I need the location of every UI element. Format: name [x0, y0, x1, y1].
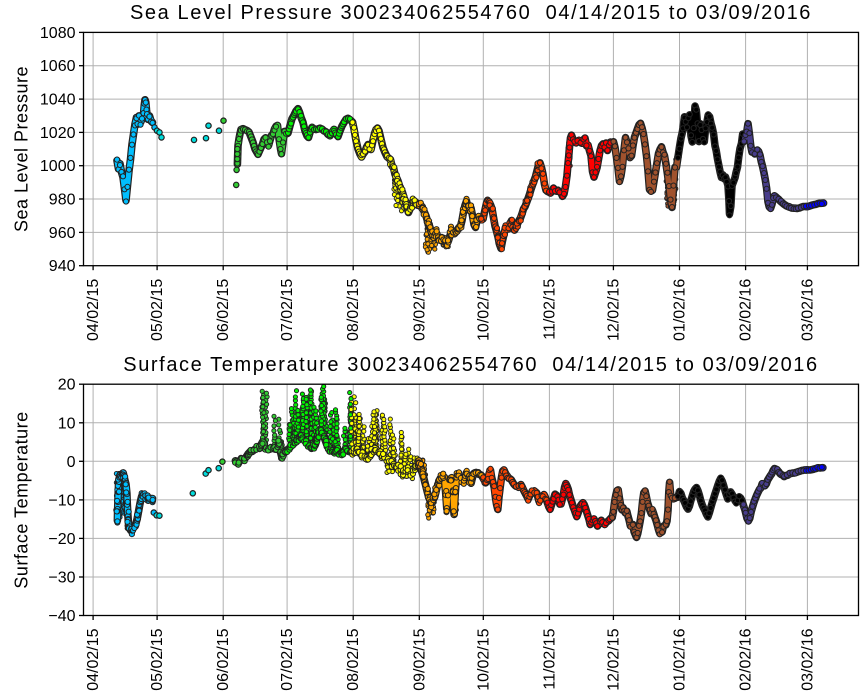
svg-text:10/02/15: 10/02/15 [475, 279, 492, 341]
svg-text:02/02/16: 02/02/16 [738, 279, 755, 341]
svg-text:10: 10 [58, 415, 76, 432]
svg-text:01/02/16: 01/02/16 [672, 628, 689, 690]
svg-text:1040: 1040 [40, 92, 76, 109]
svg-text:Sea Level Pressure 30023406255: Sea Level Pressure 300234062554760 04/14… [130, 2, 812, 24]
svg-text:940: 940 [49, 258, 76, 275]
svg-text:11/02/15: 11/02/15 [541, 279, 558, 340]
svg-text:Sea Level Pressure: Sea Level Pressure [12, 66, 32, 232]
svg-text:09/02/15: 09/02/15 [411, 628, 428, 690]
svg-text:10/02/15: 10/02/15 [475, 628, 492, 690]
svg-text:03/02/16: 03/02/16 [799, 628, 816, 690]
svg-text:12/02/15: 12/02/15 [605, 279, 622, 341]
svg-text:1060: 1060 [40, 58, 76, 75]
svg-text:−10: −10 [48, 492, 75, 509]
svg-text:12/02/15: 12/02/15 [605, 628, 622, 690]
svg-text:1020: 1020 [40, 125, 76, 142]
svg-text:−20: −20 [48, 531, 75, 548]
svg-text:01/02/16: 01/02/16 [672, 279, 689, 341]
svg-text:980: 980 [49, 192, 76, 209]
svg-text:07/02/15: 07/02/15 [279, 279, 296, 341]
svg-text:−40: −40 [48, 608, 75, 625]
svg-text:960: 960 [49, 225, 76, 242]
svg-text:08/02/15: 08/02/15 [345, 628, 362, 690]
svg-text:1000: 1000 [40, 158, 76, 175]
svg-text:05/02/15: 05/02/15 [149, 279, 166, 341]
svg-text:Surface Temperature: Surface Temperature [12, 411, 32, 588]
svg-text:05/02/15: 05/02/15 [149, 628, 166, 690]
svg-text:03/02/16: 03/02/16 [799, 279, 816, 341]
svg-text:04/02/15: 04/02/15 [85, 279, 102, 341]
svg-text:09/02/15: 09/02/15 [411, 279, 428, 341]
svg-text:06/02/15: 06/02/15 [215, 628, 232, 690]
svg-text:11/02/15: 11/02/15 [541, 628, 558, 689]
svg-text:04/02/15: 04/02/15 [85, 628, 102, 690]
svg-text:06/02/15: 06/02/15 [215, 279, 232, 341]
svg-text:Surface Temperature 3002340625: Surface Temperature 300234062554760 04/1… [123, 354, 819, 376]
svg-text:0: 0 [67, 454, 76, 471]
svg-text:07/02/15: 07/02/15 [279, 628, 296, 690]
svg-text:1080: 1080 [40, 25, 76, 42]
svg-text:02/02/16: 02/02/16 [738, 628, 755, 690]
svg-text:20: 20 [58, 377, 76, 394]
svg-text:08/02/15: 08/02/15 [345, 279, 362, 341]
svg-text:−30: −30 [48, 570, 75, 587]
